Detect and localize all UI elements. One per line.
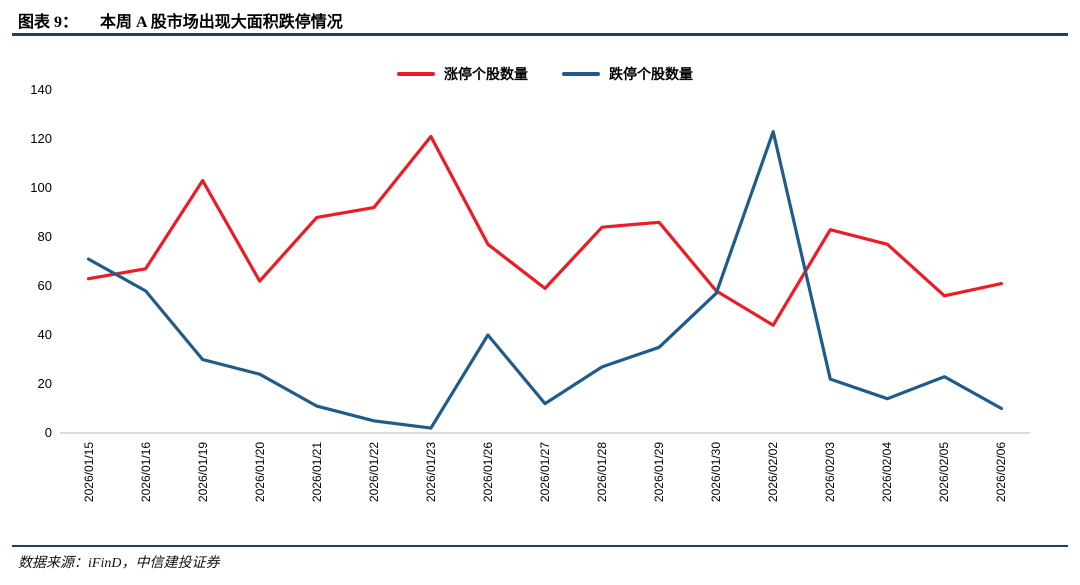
chart-legend: 涨停个股数量 跌停个股数量 — [60, 64, 1030, 84]
x-tick-label: 2026/02/04 — [880, 442, 895, 503]
plot-svg — [60, 130, 1030, 434]
x-tick-label: 2026/01/21 — [309, 442, 324, 503]
x-tick-label: 2026/01/19 — [195, 442, 210, 503]
x-tick-label: 2026/02/02 — [766, 442, 781, 503]
y-tick-label: 40 — [37, 327, 52, 342]
y-tick-label: 80 — [37, 229, 52, 244]
x-tick-label: 2026/02/03 — [823, 442, 838, 503]
x-tick-label: 2026/01/26 — [480, 442, 495, 503]
x-tick-label: 2026/01/22 — [366, 442, 381, 503]
legend-label-limit-down: 跌停个股数量 — [609, 66, 693, 82]
x-tick-label: 2026/01/15 — [81, 442, 96, 503]
y-tick-label: 20 — [37, 376, 52, 391]
x-tick-label: 2026/01/20 — [252, 442, 267, 503]
x-tick-label: 2026/02/05 — [937, 442, 952, 503]
x-tick-label: 2026/01/30 — [709, 442, 724, 503]
legend-swatch-limit-down — [562, 72, 600, 76]
y-tick-label: 60 — [37, 278, 52, 293]
figure-label: 图表 9： — [18, 14, 79, 31]
x-tick-label: 2026/02/06 — [994, 442, 1009, 503]
y-tick-label: 0 — [44, 425, 52, 440]
legend-item-limit-up: 涨停个股数量 — [397, 64, 528, 84]
figure-header: 图表 9： 本周 A 股市场出现大面积跌停情况 — [18, 8, 343, 32]
y-tick-label: 120 — [30, 131, 52, 146]
legend-item-limit-down: 跌停个股数量 — [562, 64, 693, 84]
title-divider — [12, 33, 1068, 36]
figure-title: 本周 A 股市场出现大面积跌停情况 — [100, 14, 343, 31]
footer-divider — [12, 545, 1068, 547]
x-tick-label: 2026/01/29 — [652, 442, 667, 503]
x-tick-label: 2026/01/16 — [138, 442, 153, 503]
y-tick-label: 140 — [30, 82, 52, 97]
x-tick-label: 2026/01/23 — [423, 442, 438, 503]
x-tick-label: 2026/01/27 — [538, 442, 552, 503]
data-source: 数据来源：iFinD，中信建投证券 — [18, 556, 220, 571]
x-tick-label: 2026/01/28 — [595, 442, 610, 503]
y-tick-label: 100 — [30, 180, 52, 195]
legend-label-limit-up: 涨停个股数量 — [444, 66, 528, 82]
legend-swatch-limit-up — [397, 72, 435, 76]
